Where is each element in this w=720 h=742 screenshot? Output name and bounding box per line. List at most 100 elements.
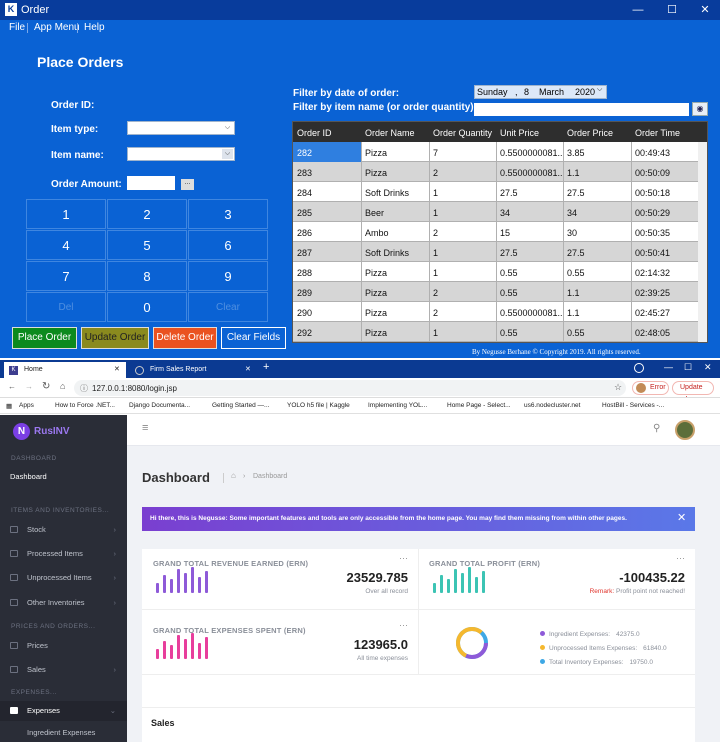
close-icon[interactable]: ✕ xyxy=(704,362,712,372)
menu-file[interactable]: File xyxy=(9,22,26,33)
order-amount-input[interactable] xyxy=(127,176,175,190)
bookmark-django[interactable]: Django Documenta... xyxy=(129,402,191,409)
table-row[interactable]: 285 Beer 1 34 34 00:50:29 xyxy=(293,202,707,222)
item-type-select[interactable]: ⌵ xyxy=(127,121,235,135)
home-icon[interactable]: ⌂ xyxy=(60,381,66,391)
more-icon[interactable]: ⋯ xyxy=(676,553,685,563)
bookmark-yolo-kaggle[interactable]: YOLO h5 file | Kaggle xyxy=(287,402,350,409)
info-icon[interactable]: ⓘ xyxy=(80,384,88,393)
tab-firm-sales-report[interactable]: Firm Sales Report ✕ xyxy=(130,362,258,378)
update-order-button[interactable]: Update Order xyxy=(81,327,149,349)
forward-icon[interactable]: → xyxy=(25,382,33,391)
col-order-name[interactable]: Order Name xyxy=(365,128,415,138)
brand-name[interactable]: RusINV xyxy=(34,426,70,437)
bookmark-dotnet[interactable]: How to Force .NET... xyxy=(55,402,115,409)
table-row[interactable]: 286 Ambo 2 15 30 00:50:35 xyxy=(293,222,707,242)
table-row[interactable]: 289 Pizza 2 0.55 1.1 02:39:25 xyxy=(293,282,707,302)
table-row[interactable]: 290 Pizza 2 0.5500000081... 1.1 02:45:27 xyxy=(293,302,707,322)
key-del[interactable]: Del xyxy=(26,292,106,322)
table-row[interactable]: 292 Pizza 1 0.55 0.55 02:48:05 xyxy=(293,322,707,342)
key-clear[interactable]: Clear xyxy=(188,292,268,322)
bookmark-implementing-yolo[interactable]: Implementing YOL... xyxy=(368,402,428,409)
amount-picker-button[interactable]: ... xyxy=(181,179,194,190)
table-row[interactable]: 288 Pizza 1 0.55 0.55 02:14:32 xyxy=(293,262,707,282)
maximize-icon[interactable]: ☐ xyxy=(684,362,693,372)
update-button[interactable]: Update ⋮ xyxy=(672,381,714,403)
key-0[interactable]: 0 xyxy=(107,292,187,322)
expenses-title: GRAND TOTAL EXPENSES SPENT (ERN) xyxy=(153,626,306,635)
minimize-icon[interactable]: — xyxy=(664,362,673,372)
table-scrollbar[interactable] xyxy=(698,142,707,342)
profile-error-button[interactable]: Error xyxy=(632,381,669,395)
filter-name-input[interactable] xyxy=(474,103,689,116)
title-divider xyxy=(223,473,224,483)
col-order-id[interactable]: Order ID xyxy=(297,128,332,138)
place-order-button[interactable]: Place Order xyxy=(12,327,77,349)
more-icon[interactable]: ⋯ xyxy=(399,553,408,563)
key-7[interactable]: 7 xyxy=(26,261,106,291)
table-cell: 0.55 xyxy=(500,268,518,278)
key-9[interactable]: 9 xyxy=(188,261,268,291)
key-1[interactable]: 1 xyxy=(26,199,106,229)
col-order-quantity[interactable]: Order Quantity xyxy=(433,128,493,138)
table-row[interactable]: 283 Pizza 2 0.5500000081... 1.1 00:50:09 xyxy=(293,162,707,182)
eye-icon[interactable]: ◉ xyxy=(692,102,708,116)
reload-icon[interactable]: ↻ xyxy=(42,381,51,392)
col-order-time[interactable]: Order Time xyxy=(635,128,681,138)
bookmark-home-page[interactable]: Home Page - Select... xyxy=(447,402,511,409)
close-tab-icon[interactable]: ✕ xyxy=(114,366,120,373)
cell-divider xyxy=(631,182,632,202)
key-8[interactable]: 8 xyxy=(107,261,187,291)
account-icon[interactable] xyxy=(634,363,644,373)
legend-value: 19750.0 xyxy=(629,659,653,666)
close-icon[interactable]: ✕ xyxy=(677,512,687,524)
table-cell: 02:48:05 xyxy=(635,328,671,338)
key-2[interactable]: 2 xyxy=(107,199,187,229)
new-tab-icon[interactable]: + xyxy=(263,361,270,373)
sidebar-item-label: Unprocessed Items xyxy=(27,573,92,582)
clear-fields-button[interactable]: Clear Fields xyxy=(221,327,286,349)
delete-order-button[interactable]: Delete Order xyxy=(153,327,217,349)
menu-toggle-icon[interactable]: ≡ xyxy=(142,422,149,434)
breadcrumb[interactable]: Dashboard xyxy=(253,473,288,480)
key-6[interactable]: 6 xyxy=(188,230,268,260)
date-picker[interactable]: Sunday , 8 March 2020 ⌵ xyxy=(474,85,607,99)
minimize-icon[interactable]: — xyxy=(632,4,644,16)
key-5[interactable]: 5 xyxy=(107,230,187,260)
avatar[interactable] xyxy=(675,420,695,440)
url-field[interactable]: ⓘ 127.0.0.1:8080/login.jsp ☆ xyxy=(74,380,626,396)
star-icon[interactable]: ☆ xyxy=(614,382,623,392)
table-cell: Pizza xyxy=(365,268,388,278)
cell-divider xyxy=(631,162,632,182)
back-icon[interactable]: ← xyxy=(8,382,16,391)
item-name-select[interactable]: ⌵ xyxy=(127,147,235,161)
col-unit-price[interactable]: Unit Price xyxy=(500,128,540,138)
cell-divider xyxy=(631,282,632,302)
key-4[interactable]: 4 xyxy=(26,230,106,260)
table-cell: 00:50:29 xyxy=(635,208,671,218)
table-row[interactable]: 284 Soft Drinks 1 27.5 27.5 00:50:18 xyxy=(293,182,707,202)
bookmark-hostbill[interactable]: HostBill - Services -... xyxy=(602,402,665,409)
table-row[interactable]: 282 Pizza 7 0.5500000081... 3.85 00:49:43 xyxy=(293,142,707,162)
home-icon[interactable]: ⌂ xyxy=(231,471,236,480)
bookmark-apps[interactable]: Apps xyxy=(19,402,34,409)
menu-help[interactable]: Help xyxy=(84,22,105,33)
sidebar-item-label: Processed Items xyxy=(27,549,83,558)
sidebar-section-expenses: EXPENSES... xyxy=(11,689,57,696)
close-icon[interactable]: ✕ xyxy=(700,4,710,16)
more-icon[interactable]: ⋯ xyxy=(399,620,408,630)
cell-divider xyxy=(361,182,362,202)
chevron-down-icon: ⌵ xyxy=(224,124,231,131)
key-3[interactable]: 3 xyxy=(188,199,268,229)
maximize-icon[interactable]: ☐ xyxy=(667,4,677,16)
tab-home[interactable]: K Home ✕ xyxy=(4,362,126,378)
table-cell: 0.5500000081... xyxy=(500,308,562,318)
table-row[interactable]: 287 Soft Drinks 1 27.5 27.5 00:50:41 xyxy=(293,242,707,262)
sidebar-subitem-ingredient[interactable]: Ingredient Expenses xyxy=(27,728,96,737)
col-order-price[interactable]: Order Price xyxy=(567,128,614,138)
bookmark-nodecluster[interactable]: us6.nodecluster.net xyxy=(524,402,581,409)
close-tab-icon[interactable]: ✕ xyxy=(245,366,251,373)
bookmark-getting-started[interactable]: Getting Started —... xyxy=(212,402,270,409)
search-icon[interactable]: ⚲ xyxy=(653,423,661,434)
menu-app[interactable]: App Menu xyxy=(34,22,80,33)
